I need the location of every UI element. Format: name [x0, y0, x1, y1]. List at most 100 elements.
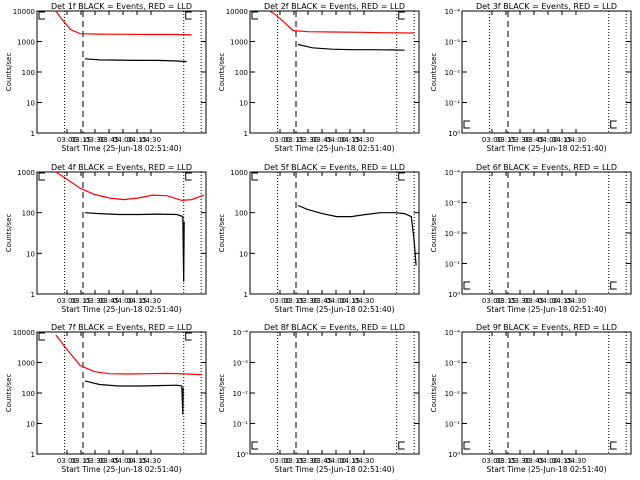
y-tick-label: 10⁻³ — [445, 360, 461, 368]
y-tick-label: 100 — [22, 210, 35, 218]
x-tick-label: 03:15 — [496, 297, 516, 305]
x-tick-label: 04:30 — [354, 136, 374, 144]
x-axis-label: Start Time (25-Jun-18 02:51:40) — [275, 144, 395, 153]
chart-panel-det-6: Det 6f BLACK = Events, RED = LLD 10⁰ 10⁻¹ 1… — [430, 163, 632, 314]
events-series-line — [84, 212, 185, 282]
bracket-marker — [185, 172, 192, 181]
x-tick-label: 04:15 — [127, 457, 147, 465]
x-tick-label: 04:15 — [340, 297, 360, 305]
events-series-line — [297, 204, 417, 266]
x-tick-label: 03:15 — [496, 136, 516, 144]
y-tick-label: 1000 — [17, 39, 35, 47]
x-tick-label: 03:30 — [510, 457, 530, 465]
y-tick-label: 10⁻⁴ — [445, 329, 461, 337]
y-axis-label: Counts/sec — [218, 53, 226, 92]
bracket-marker — [463, 281, 470, 290]
x-tick-label: 03:30 — [510, 136, 530, 144]
events-series-line — [84, 380, 184, 415]
lld-series-line — [55, 334, 202, 376]
y-axis-label: Counts/sec — [5, 374, 13, 413]
bracket-marker — [463, 120, 470, 129]
x-tick-label: 03:30 — [85, 297, 105, 305]
events-series-line — [297, 43, 405, 51]
plot-frame — [249, 10, 420, 134]
plot-frame — [249, 171, 420, 295]
x-tick-label: 03:45 — [312, 136, 332, 144]
x-tick-label: 03:45 — [524, 457, 544, 465]
y-tick-label: 10 — [26, 250, 35, 258]
x-tick-label: 03:45 — [99, 136, 119, 144]
events-series-line — [84, 58, 187, 63]
bracket-marker — [185, 11, 192, 20]
y-tick-label: 100 — [235, 210, 248, 218]
bracket-marker — [398, 441, 405, 450]
x-tick-label: 04:00 — [326, 297, 346, 305]
y-tick-label: 10⁻³ — [445, 39, 461, 47]
y-axis-label: Counts/sec — [5, 53, 13, 92]
chart-panel-det-7: Det 7f BLACK = Events, RED = LLD 1 10 100 10… — [5, 323, 207, 474]
bracket-marker — [38, 172, 45, 181]
y-tick-label: 10⁰ — [448, 130, 460, 138]
x-tick-label: 04:30 — [354, 297, 374, 305]
y-tick-label: 10⁻² — [445, 230, 461, 238]
x-tick-label: 03:45 — [99, 457, 119, 465]
y-tick-label: 1000 — [230, 39, 248, 47]
y-tick-label: 10 — [239, 250, 248, 258]
bracket-marker — [38, 332, 45, 341]
x-tick-label: 03:00 — [270, 457, 290, 465]
x-tick-label: 03:15 — [71, 457, 91, 465]
y-tick-label: 10000 — [13, 8, 35, 16]
x-axis-label: Start Time (25-Jun-18 02:51:40) — [487, 305, 607, 314]
x-tick-label: 04:00 — [113, 136, 133, 144]
y-axis-label: Counts/sec — [430, 53, 438, 92]
bracket-marker — [610, 120, 617, 129]
x-tick-label: 03:15 — [284, 297, 304, 305]
x-tick-label: 04:00 — [113, 297, 133, 305]
x-tick-label: 03:30 — [298, 297, 318, 305]
chart-title: Det 1f BLACK = Events, RED = LLD — [51, 2, 192, 11]
bracket-marker — [398, 172, 405, 181]
bracket-marker — [251, 172, 258, 181]
y-axis-label: Counts/sec — [5, 214, 13, 253]
x-tick-label: 04:30 — [566, 457, 586, 465]
x-tick-label: 04:15 — [552, 297, 572, 305]
x-tick-label: 03:15 — [71, 136, 91, 144]
y-tick-label: 1 — [244, 130, 248, 138]
x-tick-label: 03:00 — [482, 457, 502, 465]
x-tick-label: 04:00 — [326, 136, 346, 144]
y-tick-label: 1000 — [17, 360, 35, 368]
plot-frame — [461, 171, 632, 295]
y-tick-label: 10⁰ — [448, 291, 460, 299]
x-tick-label: 03:15 — [71, 297, 91, 305]
x-axis-label: Start Time (25-Jun-18 02:51:40) — [62, 144, 182, 153]
x-tick-label: 03:15 — [496, 457, 516, 465]
bracket-marker — [610, 441, 617, 450]
chart-title: Det 5f BLACK = Events, RED = LLD — [264, 163, 405, 172]
chart-panel-det-5: Det 5f BLACK = Events, RED = LLD 1 10 100 10… — [218, 163, 420, 314]
y-tick-label: 10000 — [13, 329, 35, 337]
plot-frame — [36, 331, 207, 455]
bracket-marker — [251, 441, 258, 450]
x-tick-label: 03:30 — [510, 297, 530, 305]
x-tick-label: 04:15 — [127, 297, 147, 305]
x-tick-label: 03:00 — [270, 136, 290, 144]
x-tick-label: 03:45 — [312, 457, 332, 465]
x-axis-label: Start Time (25-Jun-18 02:51:40) — [62, 465, 182, 474]
lld-series-line — [55, 171, 205, 202]
bracket-marker — [463, 441, 470, 450]
y-tick-label: 10⁻¹ — [445, 261, 461, 269]
x-tick-label: 04:00 — [538, 457, 558, 465]
y-tick-label: 1000 — [230, 169, 248, 177]
plot-frame — [461, 331, 632, 455]
y-tick-label: 10000 — [226, 8, 248, 16]
y-tick-label: 10⁰ — [448, 451, 460, 459]
y-tick-label: 10⁻² — [233, 390, 249, 398]
y-axis-label: Counts/sec — [218, 374, 226, 413]
bracket-marker — [185, 332, 192, 341]
x-tick-label: 04:30 — [566, 297, 586, 305]
x-tick-label: 04:30 — [566, 136, 586, 144]
x-tick-label: 03:30 — [85, 136, 105, 144]
chart-panel-det-4: Det 4f BLACK = Events, RED = LLD 1 10 100 10… — [5, 163, 207, 314]
x-axis-label: Start Time (25-Jun-18 02:51:40) — [487, 465, 607, 474]
